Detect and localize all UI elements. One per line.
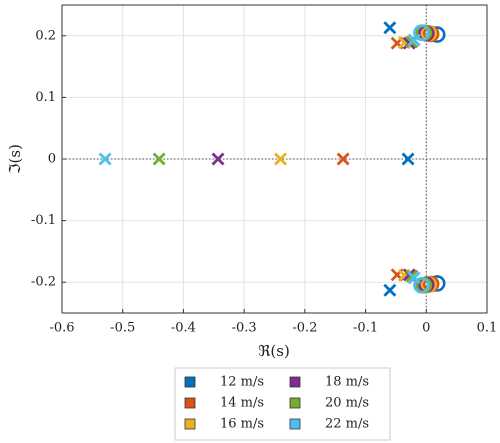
legend-swatch bbox=[184, 397, 196, 409]
y-tick-label: 0.2 bbox=[35, 28, 56, 43]
pole-marker bbox=[401, 152, 415, 166]
legend-label: 16 m/s bbox=[220, 417, 264, 432]
legend-label: 18 m/s bbox=[325, 375, 369, 390]
x-tick-label: 0 bbox=[422, 321, 430, 336]
y-tick-label: -0.2 bbox=[31, 275, 56, 290]
legend-swatch bbox=[289, 376, 301, 388]
y-axis-label: ℑ(s) bbox=[6, 144, 24, 174]
legend-swatch bbox=[184, 376, 196, 388]
x-tick-label: 0.1 bbox=[477, 321, 498, 336]
x-axis-label: ℜ(s) bbox=[258, 342, 290, 360]
legend-swatch bbox=[289, 397, 301, 409]
x-tick-label: -0.2 bbox=[292, 321, 317, 336]
x-tick-label: -0.3 bbox=[232, 321, 257, 336]
plot-frame bbox=[61, 4, 488, 314]
legend-label: 12 m/s bbox=[220, 375, 264, 390]
legend-label: 22 m/s bbox=[325, 417, 369, 432]
zero-marker bbox=[413, 24, 430, 42]
x-tick-label: -0.1 bbox=[353, 321, 378, 336]
y-tick-label: 0.1 bbox=[35, 90, 56, 105]
legend-label: 20 m/s bbox=[325, 396, 369, 411]
pole-marker bbox=[274, 152, 288, 166]
legend-label: 14 m/s bbox=[220, 396, 264, 411]
pole-marker bbox=[407, 33, 421, 47]
legend-box bbox=[174, 367, 391, 441]
pole-marker bbox=[407, 271, 421, 285]
x-tick-label: -0.5 bbox=[110, 321, 135, 336]
y-tick-label: 0 bbox=[48, 152, 56, 167]
pole-marker bbox=[152, 152, 166, 166]
y-tick-label: -0.1 bbox=[31, 213, 56, 228]
zero-marker bbox=[413, 276, 430, 294]
pole-marker bbox=[211, 152, 225, 166]
x-tick-label: -0.4 bbox=[171, 321, 196, 336]
pole-marker bbox=[336, 152, 350, 166]
legend-swatch bbox=[289, 418, 301, 430]
pole-marker bbox=[383, 283, 397, 297]
x-tick-label: -0.6 bbox=[49, 321, 74, 336]
pole-marker bbox=[383, 21, 397, 35]
pole-marker bbox=[98, 152, 112, 166]
legend-swatch bbox=[184, 418, 196, 430]
